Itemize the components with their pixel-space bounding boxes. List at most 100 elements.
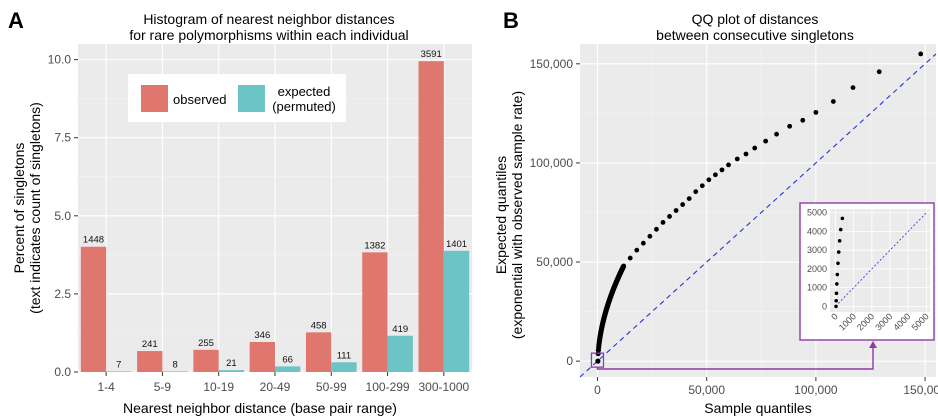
inset-y-tick-label: 0 bbox=[822, 301, 827, 311]
bar-label-expected: 1401 bbox=[446, 239, 467, 250]
y-tick-label: 2.5 bbox=[54, 287, 71, 301]
qq-point bbox=[734, 156, 740, 162]
reference-line bbox=[579, 53, 937, 378]
bar-label-observed: 3591 bbox=[421, 49, 442, 60]
legend-label-permuted: (permuted) bbox=[272, 99, 336, 114]
x-tick-label: 50-99 bbox=[316, 380, 347, 394]
qq-point bbox=[800, 117, 806, 123]
legend-key-observed bbox=[141, 85, 168, 112]
qq-y-axis-label-line-1: Expected quantiles bbox=[493, 156, 509, 274]
qq-point bbox=[627, 255, 633, 261]
qq-point bbox=[595, 358, 601, 364]
x-tick-label: 5-9 bbox=[154, 380, 172, 394]
x-tick-label: 300-1000 bbox=[418, 380, 469, 394]
qq-point bbox=[660, 219, 666, 225]
histogram-panel: Histogram of nearest neighbor distances … bbox=[11, 11, 472, 416]
x-tick-label: 100-299 bbox=[366, 380, 410, 394]
y-tick-label: 150,000 bbox=[530, 57, 574, 71]
inset-reference-line bbox=[835, 212, 927, 307]
qq-point bbox=[667, 214, 672, 219]
qq-x-axis-label: Sample quantiles bbox=[704, 400, 811, 416]
qq-point bbox=[699, 183, 705, 189]
inset-y-tick-label: 4000 bbox=[807, 226, 827, 236]
y-tick-label: 7.5 bbox=[54, 131, 71, 145]
bar-expected bbox=[162, 371, 188, 372]
qq-title-line-1: QQ plot of distances bbox=[692, 11, 819, 27]
qq-point bbox=[774, 131, 779, 137]
histogram-title-line-1: Histogram of nearest neighbor distances bbox=[143, 11, 394, 27]
qq-inset: 0010001000200020003000300040004000500050… bbox=[590, 202, 935, 370]
y-tick-label: 0 bbox=[566, 354, 573, 368]
inset-point bbox=[835, 282, 839, 286]
inset-point bbox=[836, 261, 840, 266]
bar-label-observed: 1382 bbox=[364, 240, 385, 251]
bar-label-observed: 458 bbox=[311, 320, 327, 331]
x-tick-label: 1-4 bbox=[97, 380, 115, 394]
x-tick-label: 50,000 bbox=[688, 383, 725, 397]
bar-label-observed: 346 bbox=[254, 330, 270, 341]
bar-observed bbox=[418, 61, 444, 372]
qq-point bbox=[719, 167, 725, 173]
qq-plot-panel: QQ plot of distances between consecutive… bbox=[493, 11, 938, 416]
qq-point bbox=[680, 202, 686, 207]
qq-point bbox=[621, 263, 627, 269]
inset-point bbox=[840, 216, 845, 221]
inset-point bbox=[837, 239, 842, 243]
bar-observed bbox=[362, 252, 388, 372]
qq-y-axis-label-line-2: (exponential with observed sample rate) bbox=[509, 91, 525, 339]
inset-point bbox=[835, 272, 840, 277]
qq-point bbox=[918, 51, 924, 57]
y-tick-label: 100,000 bbox=[530, 156, 574, 170]
qq-point bbox=[634, 247, 640, 253]
x-tick-label: 100,000 bbox=[794, 383, 838, 397]
qq-point bbox=[673, 208, 679, 213]
bar-observed bbox=[137, 351, 163, 372]
qq-point bbox=[686, 196, 692, 202]
y-tick-label: 10.0 bbox=[48, 53, 72, 67]
qq-title-line-2: between consecutive singletons bbox=[656, 27, 854, 43]
bar-expected bbox=[275, 366, 301, 372]
qq-point bbox=[693, 189, 699, 195]
zoom-connector-line bbox=[596, 342, 874, 370]
inset-point bbox=[834, 298, 838, 303]
inset-y-tick-label: 2000 bbox=[807, 264, 827, 274]
bar-expected bbox=[387, 335, 413, 372]
zoom-connector-arrowhead bbox=[869, 341, 877, 348]
inset-point bbox=[838, 227, 843, 232]
inset-point bbox=[834, 304, 838, 309]
histogram-legend: observed expected (permuted) bbox=[128, 74, 346, 122]
qq-point bbox=[726, 162, 731, 168]
y-tick-label: 5.0 bbox=[54, 209, 71, 223]
bar-expected bbox=[443, 250, 470, 372]
qq-point bbox=[654, 226, 659, 232]
bar-label-expected: 7 bbox=[116, 359, 121, 370]
bar-label-expected: 66 bbox=[282, 354, 293, 365]
qq-reference-line bbox=[579, 53, 937, 378]
x-tick-label: 0 bbox=[594, 383, 601, 397]
inset-y-tick-label: 1000 bbox=[807, 283, 827, 293]
histogram-gridlines bbox=[78, 44, 472, 373]
qq-point bbox=[813, 109, 819, 115]
qq-point bbox=[743, 151, 749, 157]
bar-label-expected: 419 bbox=[392, 324, 408, 335]
x-tick-label: 10-19 bbox=[203, 380, 234, 394]
bar-observed bbox=[305, 332, 332, 372]
y-tick-label: 50,000 bbox=[536, 255, 573, 269]
inset-point bbox=[834, 291, 839, 296]
qq-points bbox=[595, 51, 924, 364]
bar-observed bbox=[80, 246, 107, 372]
bar-expected bbox=[106, 371, 132, 372]
qq-point bbox=[713, 172, 718, 178]
bar-label-expected: 21 bbox=[226, 358, 237, 369]
qq-point bbox=[706, 177, 712, 183]
histogram-bars: 1448 241 255 346 458 1382 3591 7 8 21 66 111 419 1401 bbox=[80, 49, 470, 372]
bar-expected bbox=[218, 370, 245, 372]
qq-point bbox=[830, 99, 836, 104]
histogram-x-axis-label: Nearest neighbor distance (base pair ran… bbox=[123, 400, 397, 416]
bar-label-expected: 8 bbox=[172, 359, 177, 370]
panel-b-letter: B bbox=[503, 8, 519, 33]
qq-point bbox=[752, 145, 758, 151]
bar-label-observed: 241 bbox=[142, 339, 158, 350]
qq-point bbox=[763, 138, 769, 144]
